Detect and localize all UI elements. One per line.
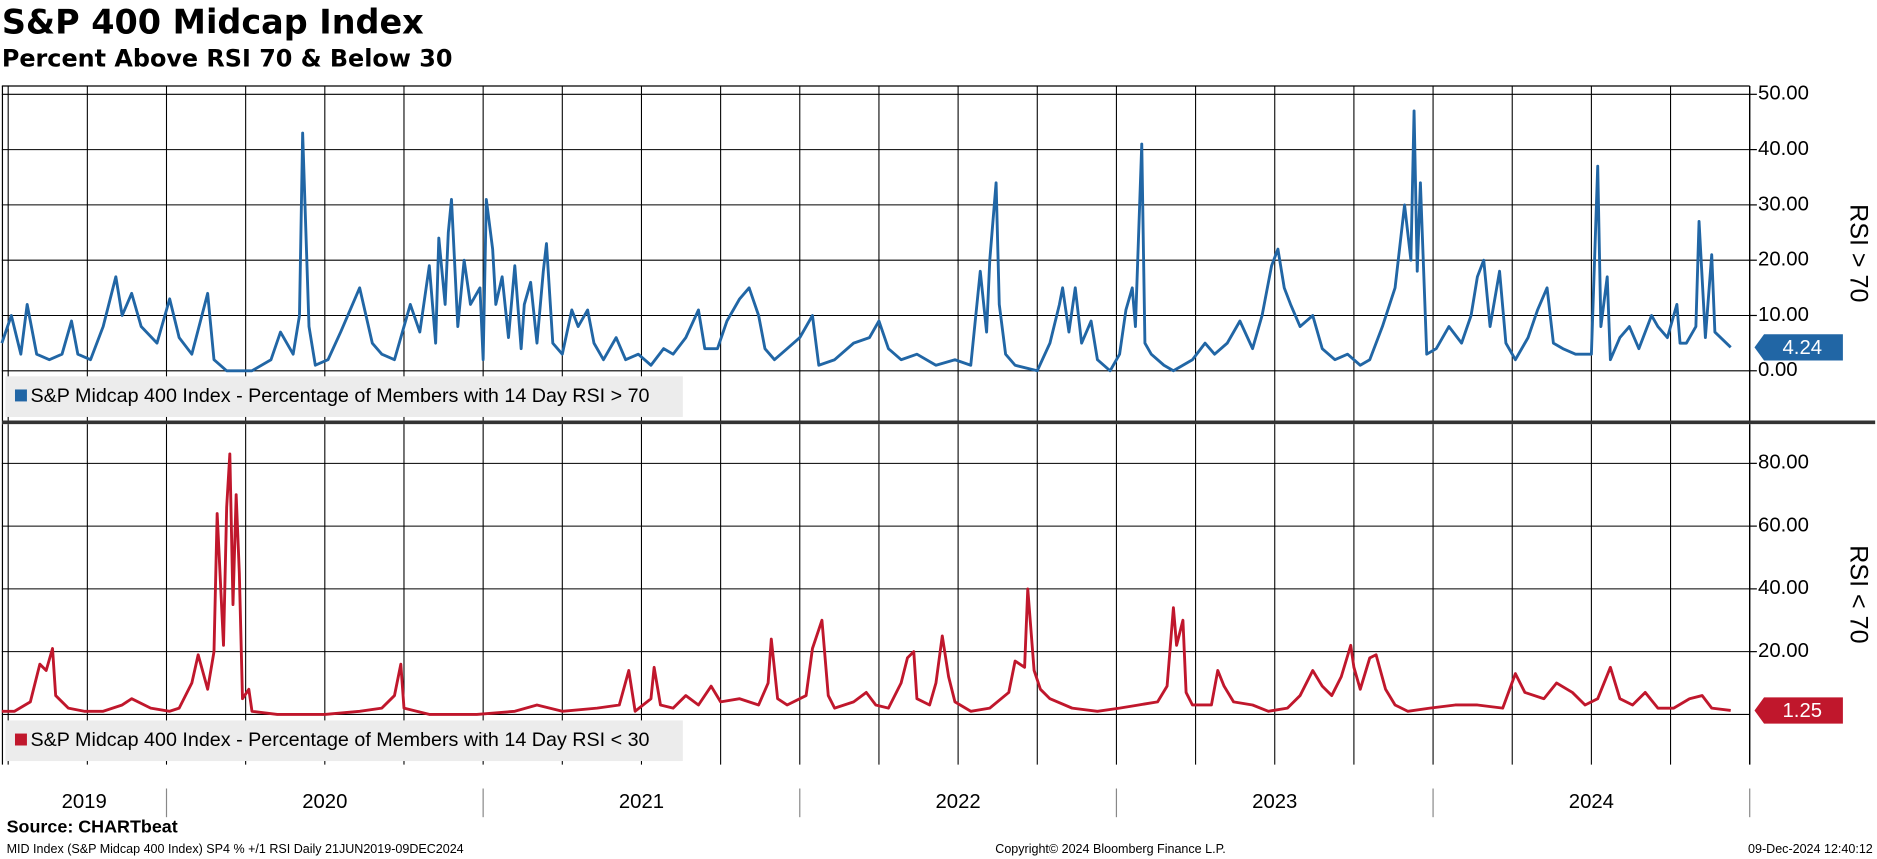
y-tick-label: 0.00: [1758, 359, 1798, 381]
legend-box: [5, 376, 683, 417]
x-tick-label: 2021: [619, 791, 664, 813]
last-value-tag: [1754, 334, 1843, 361]
y-tick-label: 50.00: [1758, 83, 1809, 105]
legend-label: S&P Midcap 400 Index - Percentage of Mem…: [31, 385, 650, 407]
y-tick-label: 20.00: [1758, 640, 1809, 662]
x-tick-label: 2019: [62, 791, 107, 813]
chart-subtitle: Percent Above RSI 70 & Below 30: [2, 45, 453, 73]
y-tick-label: 20.00: [1758, 249, 1809, 271]
last-value-label: 4.24: [1783, 337, 1823, 359]
footer-description: MID Index (S&P Midcap 400 Index) SP4 % +…: [7, 842, 464, 856]
source: Source: CHARTbeat: [7, 817, 178, 837]
legend-label: S&P Midcap 400 Index - Percentage of Mem…: [31, 729, 650, 751]
x-tick-label: 2020: [302, 791, 347, 813]
last-value-tag: [1754, 697, 1843, 724]
y-tick-label: 10.00: [1758, 304, 1809, 326]
y-tick-label: 40.00: [1758, 577, 1809, 599]
y-tick-label: 40.00: [1758, 138, 1809, 160]
legend-swatch: [14, 733, 27, 746]
series-line: [0, 109, 1732, 373]
x-tick-label: 2022: [936, 791, 981, 813]
series-line: [1, 452, 1731, 716]
y-axis-title: RSI > 70: [1845, 204, 1873, 302]
copyright: Copyright© 2024 Bloomberg Finance L.P.: [995, 842, 1226, 856]
x-tick-label: 2024: [1569, 791, 1614, 813]
legend-box: [5, 720, 683, 762]
y-tick-label: 80.00: [1758, 452, 1809, 474]
legend-swatch: [14, 389, 27, 402]
timestamp: 09-Dec-2024 12:40:12: [1748, 842, 1873, 856]
y-axis-title: RSI < 70: [1845, 545, 1873, 643]
y-tick-label: 30.00: [1758, 193, 1809, 215]
x-tick-label: 2023: [1252, 791, 1297, 813]
y-tick-label: 60.00: [1758, 514, 1809, 536]
chart-title: S&P 400 Midcap Index: [2, 2, 424, 41]
last-value-label: 1.25: [1783, 700, 1823, 722]
